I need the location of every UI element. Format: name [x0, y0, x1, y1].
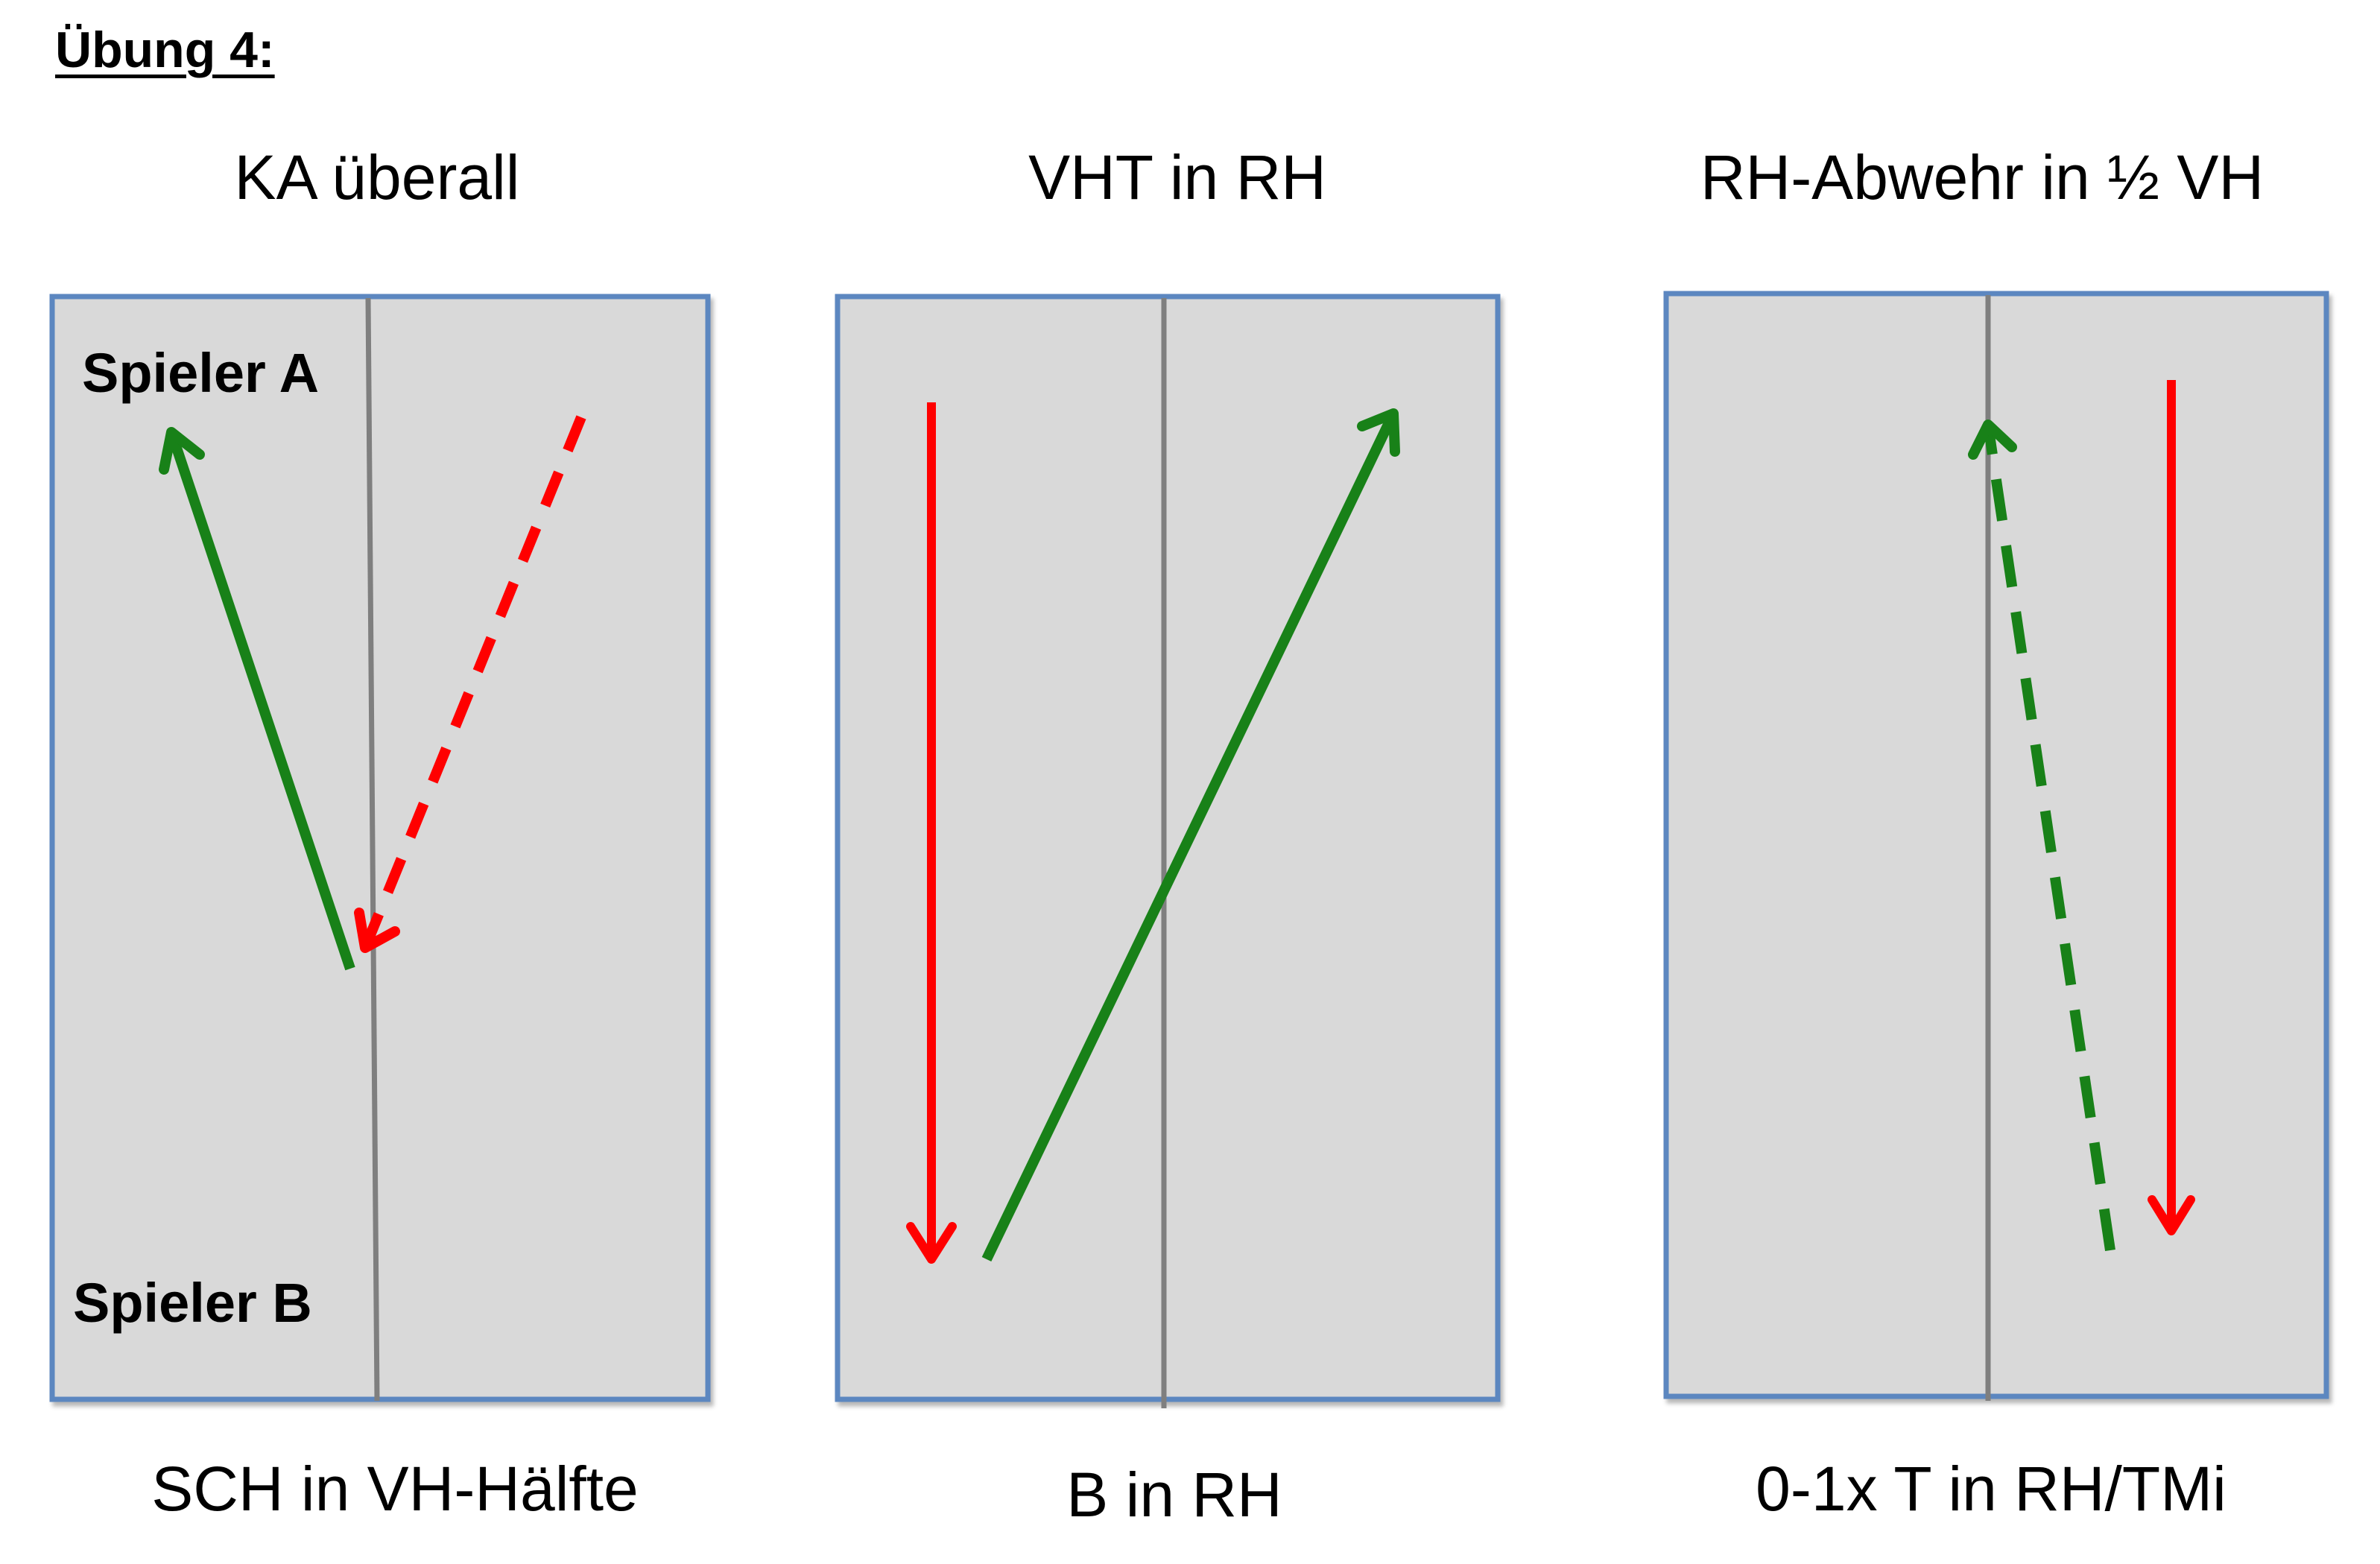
red-solid-arrow-3	[2148, 380, 2195, 1235]
court-rect-3	[1663, 291, 2329, 1399]
player-a-label: Spieler A	[82, 342, 320, 404]
panel-1-bottom-label: SCH in VH-Hälfte	[151, 1454, 639, 1524]
red-dashed-arrow-1	[354, 415, 586, 953]
green-solid-arrow-2	[981, 408, 1400, 1262]
green-dashed-arrow-3	[1968, 420, 2115, 1252]
player-b-label: Spieler B	[73, 1272, 312, 1334]
green-solid-arrow-1	[159, 427, 355, 971]
panel-1-top-label: KA überall	[234, 142, 520, 212]
court-rect-2	[835, 294, 1501, 1402]
court-panel-2	[806, 294, 1565, 1408]
panel-2-bottom-label: B in RH	[1066, 1460, 1282, 1530]
court-panel-1	[16, 294, 751, 1402]
panel-2-top-label: VHT in RH	[1028, 142, 1326, 212]
panel-3-top-label: RH-Abwehr in ½ VH	[1700, 142, 2265, 212]
court-panel-3	[1627, 291, 2380, 1401]
red-solid-arrow-2	[906, 402, 957, 1264]
panel-3-bottom-label: 0-1x T in RH/TMi	[1756, 1454, 2226, 1524]
exercise-heading: Übung 4:	[55, 22, 275, 78]
